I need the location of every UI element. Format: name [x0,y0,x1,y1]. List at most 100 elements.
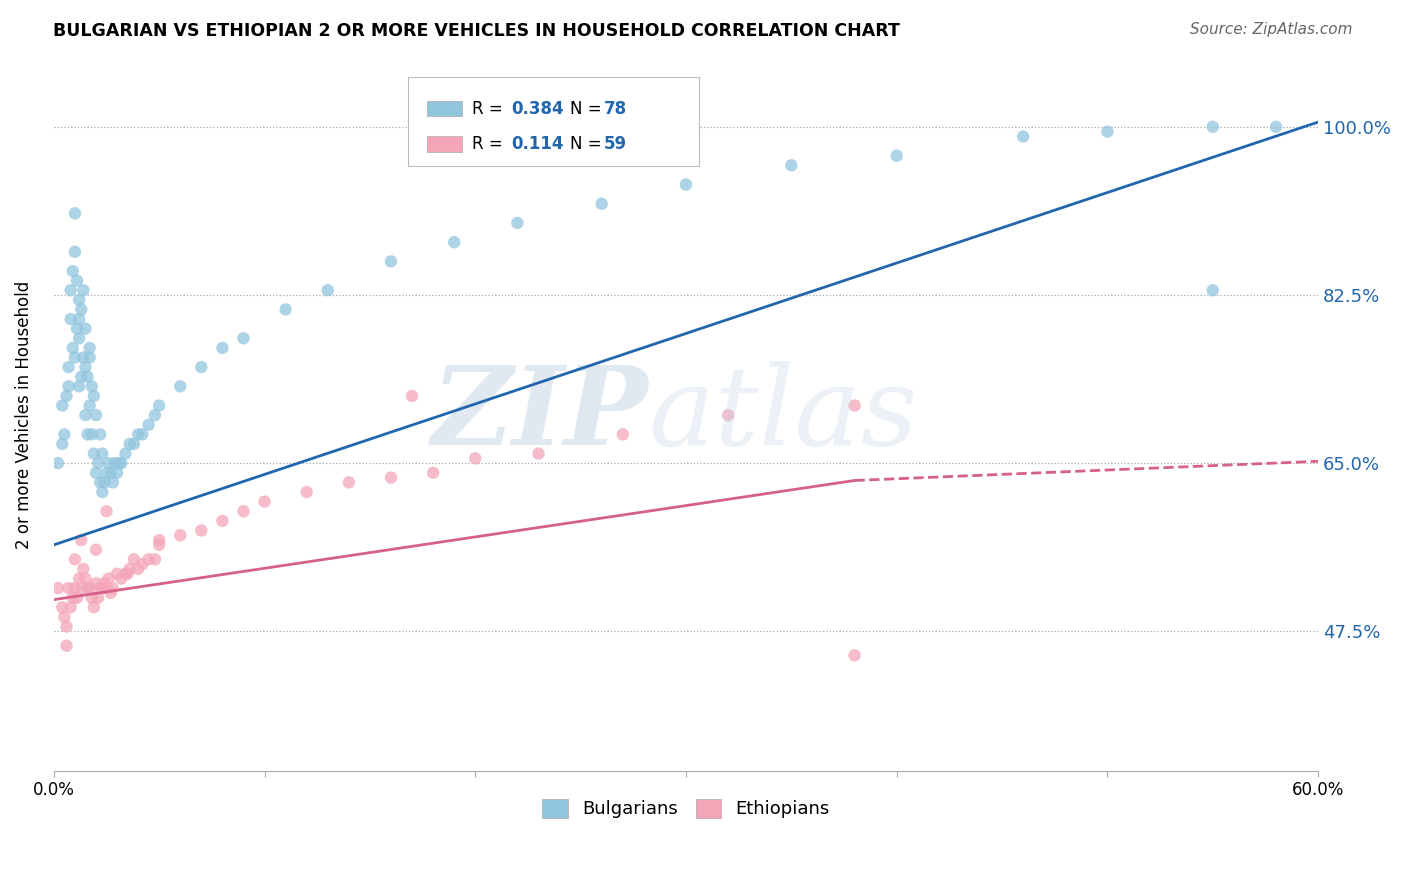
Point [66,274,89,288]
Point [67,331,90,345]
Y-axis label: 2 or more Vehicles in Household: 2 or more Vehicles in Household [15,281,32,549]
Point [84,576,107,591]
Point [780,158,803,172]
Point [380,470,402,484]
Point [72,562,94,576]
FancyBboxPatch shape [427,136,463,152]
Point [58,360,80,375]
Point [59,600,82,615]
Point [63,351,86,365]
Point [232,504,254,518]
Point [91,581,114,595]
Point [59,283,82,297]
Point [110,572,132,586]
Point [75,408,97,422]
Point [66,591,89,605]
Point [55,389,77,403]
Point [46,581,69,595]
Point [53,610,76,624]
Point [886,149,908,163]
Point [72,351,94,365]
Point [131,557,153,571]
Point [101,475,124,490]
Point [91,485,114,500]
Point [63,581,86,595]
Point [96,504,118,518]
Point [84,466,107,480]
Point [84,542,107,557]
Point [380,254,402,268]
Point [55,619,77,633]
FancyBboxPatch shape [408,78,699,166]
Point [75,572,97,586]
Point [70,581,93,595]
Point [59,312,82,326]
Text: 0.114: 0.114 [512,136,564,153]
Point [190,524,212,538]
Point [464,451,486,466]
Point [75,321,97,335]
Point [93,576,115,591]
Point [83,447,105,461]
Legend: Bulgarians, Ethiopians: Bulgarians, Ethiopians [536,792,837,826]
Point [211,341,233,355]
Text: N =: N = [569,100,606,118]
Point [118,437,141,451]
Point [127,427,149,442]
Point [79,581,101,595]
Point [148,538,170,552]
Point [51,600,73,615]
Point [97,456,120,470]
Point [89,581,111,595]
Point [63,244,86,259]
Point [316,283,339,297]
Point [62,264,84,278]
Point [131,427,153,442]
Point [337,475,360,490]
Text: 0.384: 0.384 [512,100,564,118]
Text: N =: N = [569,136,606,153]
Point [114,566,136,581]
Point [253,494,276,508]
Point [55,639,77,653]
Point [122,437,145,451]
Point [506,216,529,230]
Point [70,302,93,317]
Point [110,456,132,470]
Point [70,533,93,547]
Point [96,581,118,595]
Point [87,591,110,605]
Point [62,341,84,355]
Point [118,562,141,576]
Point [717,408,740,422]
Point [100,586,122,600]
Point [612,427,634,442]
Point [114,447,136,461]
Text: ZIP: ZIP [432,361,648,469]
Point [51,437,73,451]
Text: R =: R = [472,136,513,153]
Point [63,206,86,220]
Point [190,360,212,375]
Point [53,427,76,442]
Point [169,379,191,393]
Point [1012,129,1035,144]
FancyBboxPatch shape [427,101,463,117]
Point [1097,125,1119,139]
Point [143,408,166,422]
Point [79,351,101,365]
Point [675,178,697,192]
Text: 78: 78 [603,100,627,118]
Point [105,566,128,581]
Point [422,466,444,480]
Point [105,466,128,480]
Point [67,379,90,393]
Point [46,456,69,470]
Point [80,379,103,393]
Point [100,466,122,480]
Point [76,581,98,595]
Point [443,235,465,249]
Point [844,648,866,663]
Point [211,514,233,528]
Point [91,447,114,461]
